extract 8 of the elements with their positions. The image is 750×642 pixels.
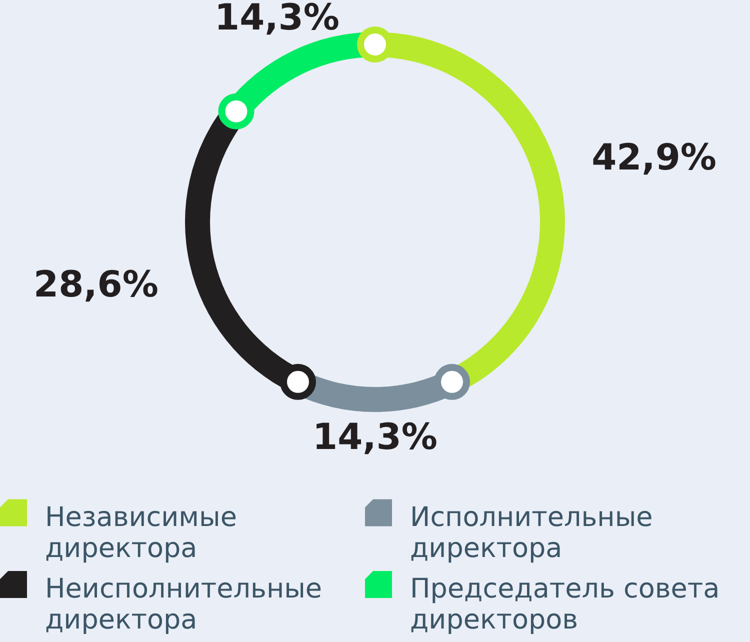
legend-label: Председатель совета директоров bbox=[410, 574, 720, 636]
data-label: 42,9% bbox=[592, 137, 716, 178]
legend-label: Независимые директора bbox=[45, 502, 237, 564]
data-label: 28,6% bbox=[34, 264, 158, 306]
data-label: 14,3% bbox=[214, 0, 340, 39]
legend-label: Неисполнительные директора bbox=[45, 574, 322, 636]
legend-label: Исполнительные директора bbox=[410, 502, 653, 564]
data-label: 14,3% bbox=[312, 417, 438, 458]
